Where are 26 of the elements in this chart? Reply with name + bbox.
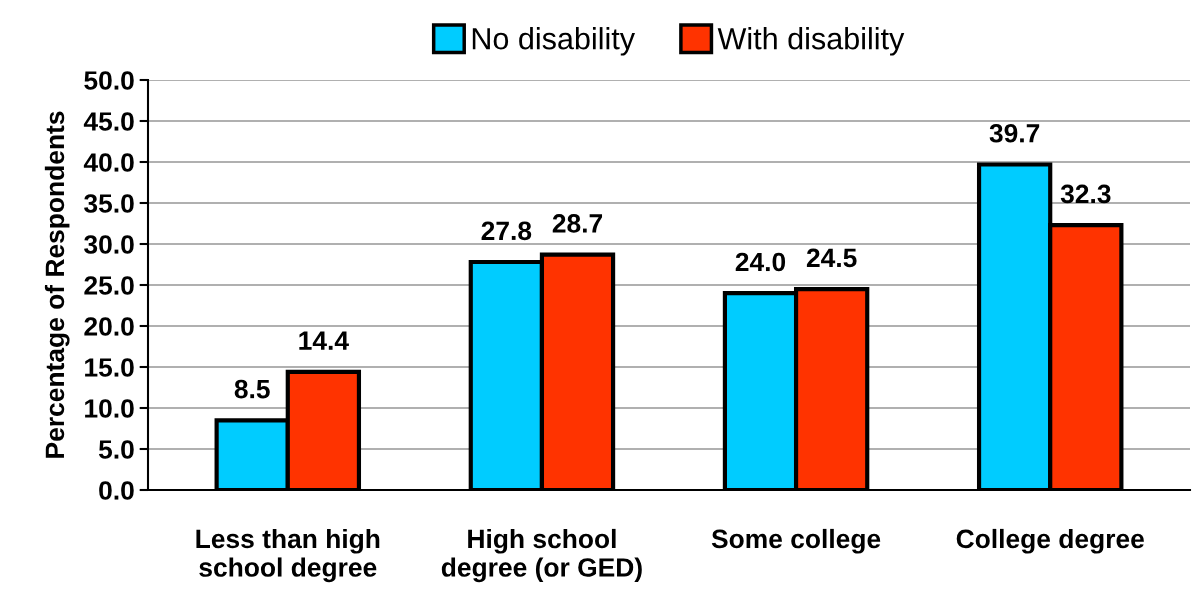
y-axis-title: Percentage of Respondents xyxy=(44,111,70,458)
y-tick-label: 35.0 xyxy=(84,194,134,213)
x-tick-label: Some college xyxy=(711,528,881,554)
y-tick-label: 50.0 xyxy=(84,71,134,90)
y-tick-label: 5.0 xyxy=(98,440,134,459)
data-label: 24.5 xyxy=(806,248,857,268)
y-tick-label: 0.0 xyxy=(99,481,134,500)
legend-label: With disability xyxy=(717,27,905,56)
data-label: 32.3 xyxy=(1060,184,1111,204)
x-tick-label: Less than high school degree xyxy=(196,528,380,583)
data-label: 24.0 xyxy=(735,252,786,272)
y-tick-label: 40.0 xyxy=(83,153,134,172)
data-label: 14.4 xyxy=(299,331,349,350)
data-label: 27.8 xyxy=(481,221,532,241)
legend-label: No disability xyxy=(472,27,636,56)
y-tick-label: 30.0 xyxy=(84,235,134,254)
y-tick-label: 10.0 xyxy=(85,399,134,418)
x-tick-label: High school degree (or GED) xyxy=(441,528,642,583)
y-tick-label: 15.0 xyxy=(85,358,134,377)
data-label: 39.7 xyxy=(989,123,1040,143)
data-label: 28.7 xyxy=(552,214,603,233)
x-tick-label: College degree xyxy=(956,528,1144,554)
y-tick-label: 25.0 xyxy=(84,276,134,295)
y-tick-label: 20.0 xyxy=(84,317,134,336)
data-label: 8.5 xyxy=(234,379,270,399)
y-tick-label: 45.0 xyxy=(83,112,134,131)
